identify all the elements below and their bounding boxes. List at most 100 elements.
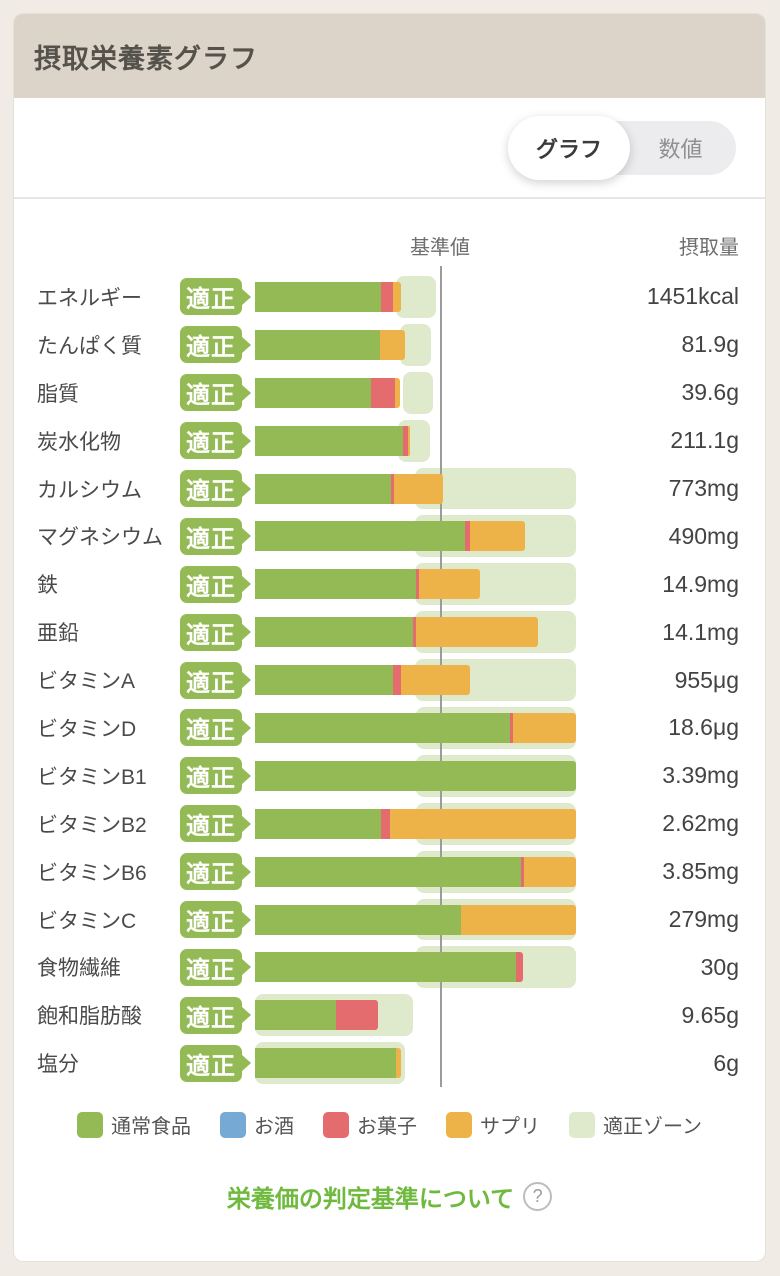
status-badge-wrap: 適正	[180, 948, 255, 986]
stacked-bar	[255, 952, 576, 983]
status-badge-wrap: 適正	[180, 613, 255, 651]
legend-swatch-supplement	[446, 1111, 472, 1138]
bar-segment-sweets	[416, 569, 420, 600]
bar-segment-sweets	[381, 808, 391, 839]
card-header: 摂取栄養素グラフ	[14, 14, 765, 98]
bar-segment-sweets	[370, 377, 395, 408]
intake-value: 14.9mg	[662, 570, 739, 597]
legend-swatch-alcohol	[220, 1111, 246, 1138]
intake-value: 39.6g	[681, 379, 739, 406]
legend-label: お菓子	[357, 1116, 417, 1139]
stacked-bar	[255, 521, 576, 552]
status-badge-wrap: 適正	[180, 996, 255, 1034]
stacked-bar	[255, 329, 576, 360]
bar-segment-supplement	[461, 904, 576, 935]
legend-label: 通常食品	[111, 1116, 191, 1139]
nutrient-label: マグネシウム	[37, 526, 163, 550]
legend-label: お酒	[254, 1116, 294, 1139]
nutrient-label: 塩分	[37, 1053, 79, 1077]
nutrient-row: カルシウム 適正 773mg	[14, 465, 765, 513]
status-badge-wrap: 適正	[180, 278, 255, 316]
nutrient-label: ビタミンB2	[37, 813, 147, 837]
stacked-bar	[255, 377, 576, 408]
stacked-bar	[255, 713, 576, 744]
bar-segment-food	[255, 904, 462, 935]
criteria-link[interactable]: 栄養価の判定基準について	[226, 1186, 515, 1214]
status-badge: 適正	[180, 901, 242, 939]
bar-track	[255, 704, 576, 752]
nutrient-row: ビタミンC 適正 279mg	[14, 896, 765, 944]
status-badge-wrap: 適正	[180, 565, 255, 603]
intake-value: 773mg	[668, 475, 739, 501]
intake-value: 14.1mg	[662, 618, 739, 645]
bar-segment-food	[255, 713, 510, 744]
status-badge-wrap: 適正	[180, 709, 255, 747]
toggle-option-numeric[interactable]: 数値	[658, 136, 703, 162]
bar-segment-food	[255, 617, 413, 648]
bar-segment-sweets	[412, 617, 417, 648]
status-badge: 適正	[180, 326, 242, 364]
stacked-bar	[255, 1000, 576, 1031]
legend-item-food: 通常食品	[77, 1110, 191, 1139]
stacked-bar	[255, 1048, 576, 1079]
nutrient-label: ビタミンD	[37, 717, 137, 741]
chart-column-headers: 基準値 摂取量	[14, 199, 765, 273]
nutrient-row: ビタミンB6 適正 3.85mg	[14, 848, 765, 896]
stacked-bar	[255, 760, 576, 791]
bar-segment-sweets	[402, 425, 409, 456]
bar-segment-food	[255, 473, 392, 504]
stacked-bar	[255, 617, 576, 648]
bar-segment-sweets	[515, 952, 524, 983]
status-badge: 適正	[180, 853, 242, 891]
bar-segment-supplement	[419, 569, 480, 600]
status-badge: 適正	[180, 613, 242, 651]
status-badge: 適正	[180, 517, 242, 555]
bar-track	[255, 369, 576, 417]
nutrient-label: 食物繊維	[37, 957, 121, 981]
bar-segment-supplement	[393, 473, 444, 504]
status-badge: 適正	[180, 565, 242, 603]
bar-track	[255, 943, 576, 991]
nutrient-label: 飽和脂肪酸	[37, 1005, 142, 1029]
nutrient-row: 亜鉛 適正 14.1mg	[14, 608, 765, 656]
stacked-bar	[255, 473, 576, 504]
status-badge-wrap: 適正	[180, 853, 255, 891]
intake-value: 3.85mg	[662, 858, 739, 885]
status-badge-wrap: 適正	[180, 757, 255, 795]
bar-segment-food	[255, 760, 576, 791]
chart-rows: エネルギー 適正 1451kcal たんぱく質 適正 81.9g 脂質 適正 39.6g 炭水化物…	[14, 266, 765, 1087]
bar-segment-supplement	[513, 713, 576, 744]
nutrient-label: ビタミンA	[37, 670, 136, 694]
nutrient-row: ビタミンA 適正 955μg	[14, 656, 765, 704]
intake-value: 1451kcal	[646, 283, 739, 310]
legend-item-alcohol: お酒	[220, 1110, 294, 1139]
bar-segment-supplement	[379, 329, 405, 360]
bar-track	[255, 752, 576, 800]
legend-swatch-sweets	[323, 1111, 349, 1138]
target-zone	[395, 276, 437, 318]
bar-segment-supplement	[408, 425, 411, 456]
bar-track	[255, 321, 576, 369]
view-toggle: グラフ 数値	[508, 115, 736, 180]
bar-segment-supplement	[401, 665, 471, 696]
status-badge-wrap: 適正	[180, 517, 255, 555]
intake-value: 211.1g	[670, 427, 739, 454]
bar-track	[255, 800, 576, 848]
intake-value: 2.62mg	[662, 810, 739, 837]
bar-track	[255, 848, 576, 896]
help-icon[interactable]: ?	[523, 1182, 553, 1212]
bar-segment-supplement	[416, 617, 539, 648]
bar-segment-food	[255, 569, 417, 600]
status-badge: 適正	[180, 948, 242, 986]
status-badge: 適正	[180, 661, 242, 699]
nutrient-row: エネルギー 適正 1451kcal	[14, 273, 765, 321]
reference-value-label: 基準値	[410, 237, 470, 259]
toggle-option-graph[interactable]: グラフ	[508, 115, 630, 180]
intake-value: 6g	[713, 1049, 739, 1076]
bar-segment-supplement	[395, 1048, 402, 1079]
intake-value: 30g	[700, 953, 739, 980]
legend-label: 適正ゾーン	[603, 1116, 702, 1139]
nutrient-row: 塩分 適正 6g	[14, 1039, 765, 1087]
status-badge-wrap: 適正	[180, 326, 255, 364]
stacked-bar	[255, 904, 576, 935]
